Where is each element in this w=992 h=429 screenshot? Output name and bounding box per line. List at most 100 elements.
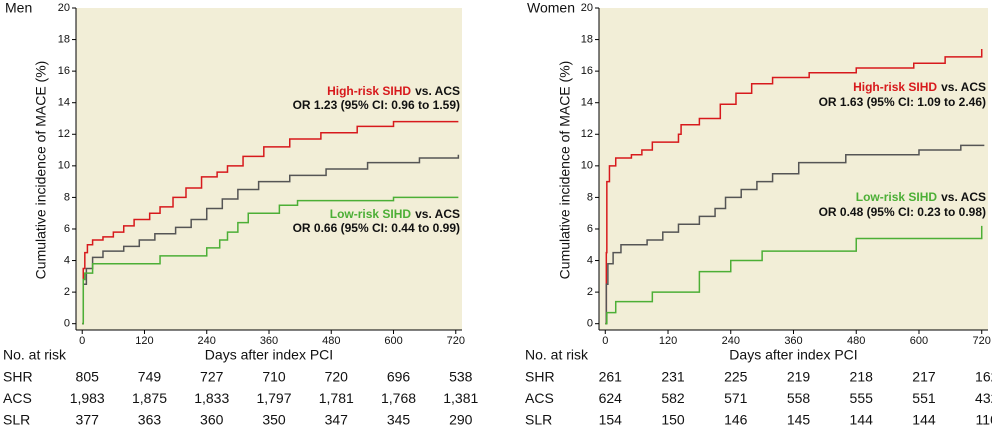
risk-value: 1,833 xyxy=(194,390,229,406)
risk-value: 231 xyxy=(661,369,685,385)
plot-background xyxy=(599,8,988,330)
risk-value: 538 xyxy=(449,369,473,385)
risk-value: 219 xyxy=(787,369,811,385)
x-tick-label: 0 xyxy=(79,335,85,347)
annotation-group: Low-risk SIHD xyxy=(856,190,938,204)
risk-value: 1,381 xyxy=(443,390,478,406)
survival-curve xyxy=(605,144,985,325)
y-tick-label: 12 xyxy=(58,128,70,140)
annotation-group: High-risk SIHD xyxy=(327,84,411,98)
x-tick-label: 720 xyxy=(447,335,465,347)
risk-value: 162 xyxy=(975,369,992,385)
panel-title: Women xyxy=(527,0,575,16)
x-axis-label: Days after index PCI xyxy=(729,347,857,363)
risk-value: 1,797 xyxy=(256,390,291,406)
y-tick-label: 14 xyxy=(58,97,70,109)
plot-background xyxy=(76,8,462,330)
y-tick-label: 4 xyxy=(64,254,70,266)
annotation-suffix: vs. ACS xyxy=(941,190,986,204)
risk-value: 225 xyxy=(724,369,748,385)
risk-row-label: SHR xyxy=(3,369,33,385)
annotation: Low-risk SIHD vs. ACS xyxy=(330,207,460,221)
risk-value: 696 xyxy=(387,369,411,385)
x-tick-label: 360 xyxy=(784,335,802,347)
risk-value: 582 xyxy=(661,390,685,406)
survival-curve xyxy=(82,196,459,325)
risk-table-title: No. at risk xyxy=(3,347,67,363)
x-axis-label: Days after index PCI xyxy=(205,347,333,363)
risk-value: 150 xyxy=(661,412,685,428)
risk-value: 432 xyxy=(975,390,992,406)
risk-value: 727 xyxy=(200,369,224,385)
x-tick-label: 360 xyxy=(260,335,278,347)
annotation-suffix: vs. ACS xyxy=(415,84,460,98)
panel-title: Men xyxy=(5,0,32,16)
risk-value: 145 xyxy=(787,412,811,428)
x-tick-label: 240 xyxy=(722,335,740,347)
risk-value: 144 xyxy=(912,412,936,428)
risk-value: 144 xyxy=(850,412,874,428)
x-tick-label: 480 xyxy=(322,335,340,347)
x-tick-label: 120 xyxy=(659,335,677,347)
y-tick-label: 6 xyxy=(587,223,593,235)
annotation-detail: OR 1.23 (95% CI: 0.96 to 1.59) xyxy=(293,98,460,112)
risk-value: 154 xyxy=(599,412,623,428)
risk-value: 360 xyxy=(200,412,224,428)
x-tick-label: 240 xyxy=(198,335,216,347)
risk-value: 347 xyxy=(325,412,349,428)
y-tick-label: 20 xyxy=(581,2,593,14)
survival-curve xyxy=(605,49,983,325)
y-tick-label: 0 xyxy=(587,318,593,330)
risk-value: 377 xyxy=(76,412,100,428)
risk-row-label: SLR xyxy=(525,412,552,428)
annotation-group: High-risk SIHD xyxy=(853,80,937,94)
risk-value: 290 xyxy=(449,412,473,428)
risk-value: 1,983 xyxy=(70,390,105,406)
y-tick-label: 14 xyxy=(581,97,593,109)
survival-curve xyxy=(82,120,459,325)
survival-curve xyxy=(82,154,460,325)
risk-row-label: ACS xyxy=(525,390,554,406)
risk-value: 749 xyxy=(138,369,162,385)
y-tick-label: 2 xyxy=(64,286,70,298)
annotation-suffix: vs. ACS xyxy=(941,80,986,94)
risk-value: 624 xyxy=(599,390,623,406)
annotation-detail: OR 0.66 (95% CI: 0.44 to 0.99) xyxy=(293,221,460,235)
risk-value: 345 xyxy=(387,412,411,428)
y-tick-label: 12 xyxy=(581,128,593,140)
risk-value: 146 xyxy=(724,412,748,428)
x-tick-label: 0 xyxy=(602,335,608,347)
y-tick-label: 10 xyxy=(581,160,593,172)
y-tick-label: 16 xyxy=(58,65,70,77)
risk-value: 217 xyxy=(912,369,936,385)
x-tick-label: 600 xyxy=(384,335,402,347)
annotation: High-risk SIHD vs. ACS xyxy=(853,80,986,94)
risk-row-label: SLR xyxy=(3,412,30,428)
risk-row-label: SHR xyxy=(525,369,555,385)
annotation-group: Low-risk SIHD xyxy=(330,207,412,221)
risk-value: 805 xyxy=(76,369,100,385)
x-tick-label: 600 xyxy=(910,335,928,347)
annotation-suffix: vs. ACS xyxy=(415,207,460,221)
risk-value: 1,768 xyxy=(381,390,416,406)
y-tick-label: 20 xyxy=(58,2,70,14)
y-tick-label: 2 xyxy=(587,286,593,298)
risk-value: 710 xyxy=(262,369,286,385)
risk-value: 1,781 xyxy=(319,390,354,406)
y-tick-label: 6 xyxy=(64,223,70,235)
y-tick-label: 18 xyxy=(581,33,593,45)
risk-value: 363 xyxy=(138,412,162,428)
survival-curve xyxy=(605,225,983,325)
y-axis-label: Cumulative incidence of MACE (%) xyxy=(33,61,49,280)
risk-value: 261 xyxy=(599,369,623,385)
y-tick-label: 8 xyxy=(587,191,593,203)
risk-value: 571 xyxy=(724,390,748,406)
risk-value: 350 xyxy=(262,412,286,428)
risk-value: 110 xyxy=(976,412,992,428)
annotation-detail: OR 0.48 (95% CI: 0.23 to 0.98) xyxy=(819,205,986,219)
risk-value: 555 xyxy=(850,390,874,406)
y-tick-label: 18 xyxy=(58,33,70,45)
risk-value: 1,875 xyxy=(132,390,167,406)
